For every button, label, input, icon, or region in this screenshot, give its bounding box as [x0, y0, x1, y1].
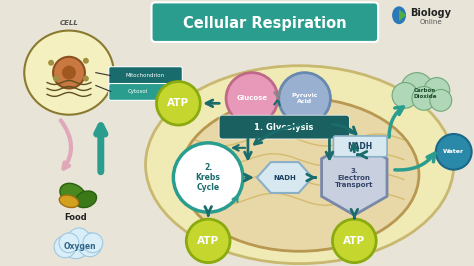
Circle shape	[53, 57, 85, 89]
Ellipse shape	[180, 98, 419, 251]
Circle shape	[401, 73, 433, 104]
Circle shape	[226, 73, 278, 124]
Circle shape	[78, 233, 102, 257]
Text: NADH: NADH	[273, 174, 296, 181]
Text: Mitochondrion: Mitochondrion	[126, 73, 165, 78]
Circle shape	[173, 143, 243, 212]
Text: ATP: ATP	[197, 236, 219, 246]
Circle shape	[412, 86, 436, 110]
Circle shape	[62, 231, 90, 259]
Text: ATP: ATP	[167, 98, 190, 108]
Text: NADH: NADH	[347, 142, 373, 151]
Text: CELL: CELL	[60, 20, 78, 26]
Text: Glucose: Glucose	[237, 95, 267, 101]
Circle shape	[83, 233, 103, 253]
Text: Water: Water	[443, 149, 465, 154]
Ellipse shape	[24, 31, 114, 115]
Text: Biology: Biology	[410, 8, 451, 18]
Circle shape	[156, 82, 200, 125]
Text: 2.
Krebs
Cycle: 2. Krebs Cycle	[196, 163, 220, 192]
Text: ATP: ATP	[343, 236, 365, 246]
Ellipse shape	[60, 183, 86, 205]
Circle shape	[430, 89, 452, 111]
FancyBboxPatch shape	[109, 84, 167, 100]
FancyBboxPatch shape	[333, 136, 387, 157]
Circle shape	[83, 76, 89, 82]
Ellipse shape	[59, 195, 79, 207]
Ellipse shape	[75, 191, 97, 208]
Text: Carbon
Dioxide: Carbon Dioxide	[413, 88, 437, 99]
Circle shape	[332, 219, 376, 263]
Text: Cellular Respiration: Cellular Respiration	[183, 16, 346, 31]
Circle shape	[436, 134, 472, 170]
Text: Cytosol: Cytosol	[128, 89, 148, 94]
FancyBboxPatch shape	[152, 2, 378, 42]
Text: Oxygen: Oxygen	[64, 242, 96, 251]
Text: 1. Glycolysis: 1. Glycolysis	[254, 123, 313, 132]
Circle shape	[279, 73, 330, 124]
Circle shape	[48, 60, 54, 66]
Circle shape	[424, 78, 450, 103]
Text: Pyruvic
Acid: Pyruvic Acid	[292, 93, 318, 104]
Polygon shape	[321, 140, 387, 215]
Circle shape	[68, 228, 90, 250]
FancyBboxPatch shape	[219, 115, 349, 139]
Ellipse shape	[392, 6, 406, 24]
Polygon shape	[399, 9, 406, 21]
Circle shape	[186, 219, 230, 263]
Ellipse shape	[146, 66, 454, 264]
Text: Online: Online	[419, 19, 442, 25]
FancyBboxPatch shape	[109, 67, 182, 85]
Circle shape	[54, 236, 76, 258]
Polygon shape	[257, 162, 312, 193]
Circle shape	[83, 58, 89, 64]
Circle shape	[62, 66, 76, 80]
Text: 3.
Electron
Transport: 3. Electron Transport	[335, 168, 374, 188]
Circle shape	[59, 233, 79, 253]
Circle shape	[392, 82, 418, 108]
Text: Food: Food	[64, 213, 87, 222]
Circle shape	[53, 76, 59, 82]
